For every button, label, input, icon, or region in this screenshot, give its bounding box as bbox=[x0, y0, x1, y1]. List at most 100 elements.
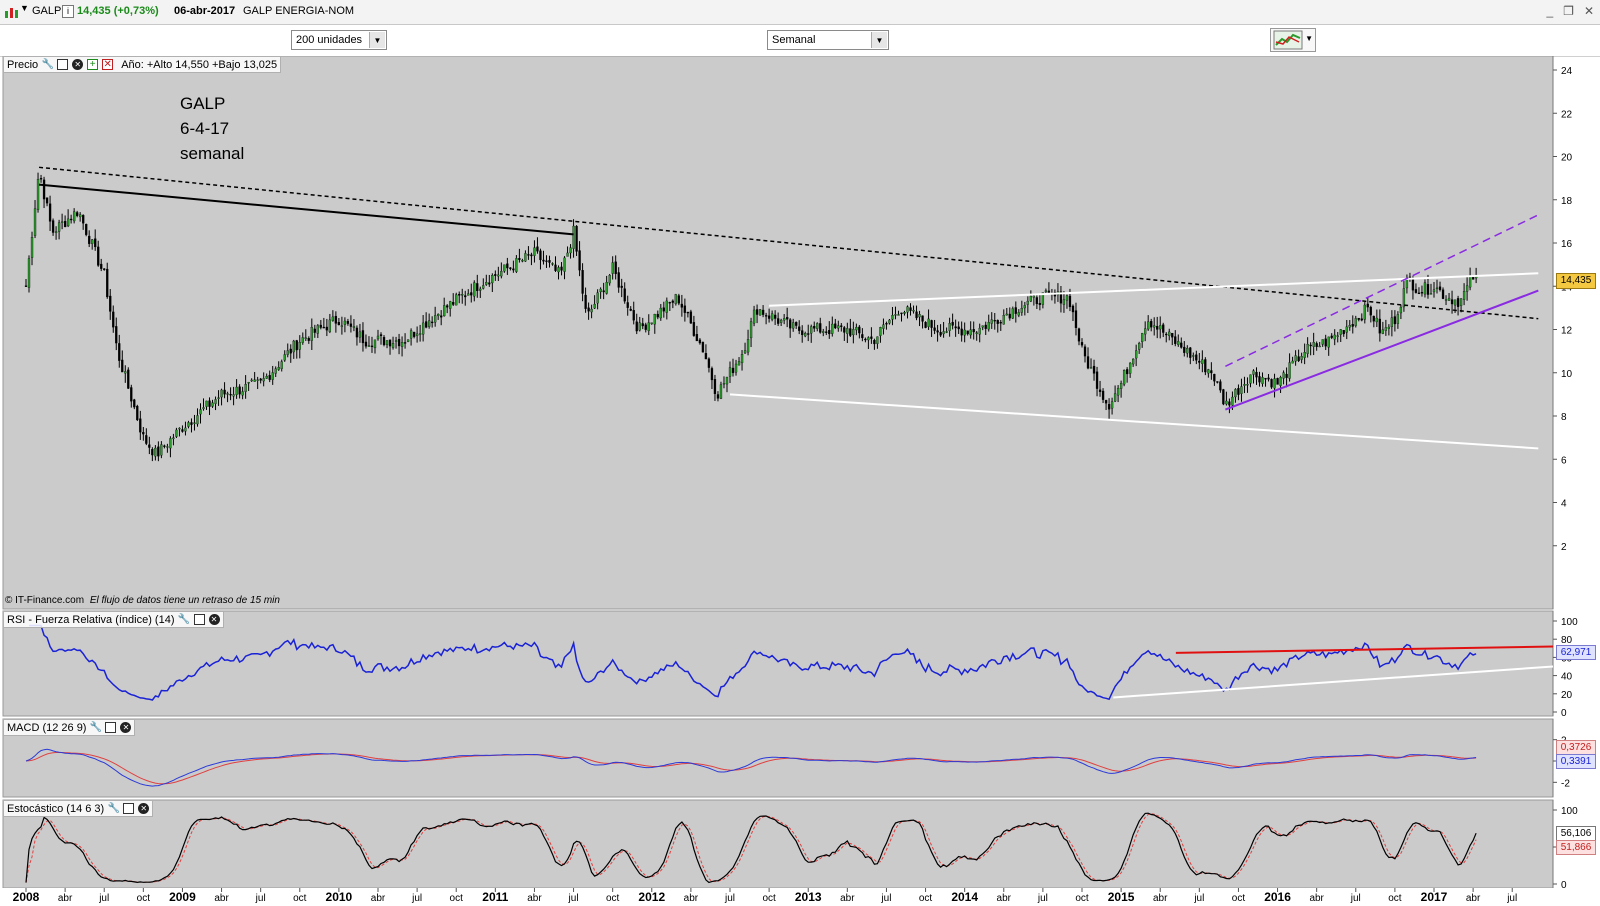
price-candle-body bbox=[746, 339, 750, 353]
window-icon[interactable] bbox=[105, 722, 117, 733]
close-circle-icon[interactable]: ✕ bbox=[120, 722, 132, 733]
price-candle-body bbox=[855, 327, 858, 331]
price-candle-body bbox=[82, 215, 85, 224]
price-candle-body bbox=[298, 341, 301, 350]
wrench-icon[interactable]: 🔧 bbox=[41, 58, 54, 70]
price-candle-body bbox=[343, 320, 347, 325]
price-candle-body bbox=[521, 260, 524, 262]
price-candle-body bbox=[1125, 369, 1129, 375]
x-tick-label: 2015 bbox=[1108, 890, 1135, 904]
price-candle-body bbox=[100, 263, 103, 269]
units-select[interactable]: 200 unidades ▼ bbox=[291, 30, 387, 50]
price-candle-body bbox=[789, 319, 792, 329]
minimize-button[interactable]: _ bbox=[1546, 4, 1554, 18]
price-candle-body bbox=[1128, 362, 1132, 374]
price-candle-body bbox=[382, 337, 386, 346]
chart-icon[interactable] bbox=[4, 5, 20, 22]
copy-icon[interactable]: + bbox=[87, 59, 99, 70]
wrench-icon[interactable]: 🔧 bbox=[177, 613, 191, 625]
price-candle-body bbox=[271, 372, 274, 380]
price-candle-body bbox=[1393, 316, 1397, 325]
restore-button[interactable]: ❐ bbox=[1563, 4, 1574, 18]
price-candle-body bbox=[54, 231, 58, 233]
close-circle-icon[interactable]: ✕ bbox=[72, 59, 84, 70]
price-candle-body bbox=[268, 375, 271, 380]
price-candle-body bbox=[1098, 389, 1102, 393]
price-candle-body bbox=[337, 322, 341, 326]
price-candle-body bbox=[933, 327, 936, 331]
rsi-tick-label: 80 bbox=[1561, 635, 1573, 646]
chevron-down-icon[interactable]: ▼ bbox=[20, 3, 29, 13]
price-candle-body bbox=[1168, 331, 1171, 336]
price-candle-body bbox=[861, 334, 864, 339]
wrench-icon[interactable]: 🔧 bbox=[107, 802, 120, 814]
price-candle-body bbox=[713, 379, 717, 395]
price-candle-body bbox=[479, 288, 482, 291]
close-circle-icon[interactable]: ✕ bbox=[208, 614, 220, 625]
chart-toolbar: 200 unidades ▼ Semanal ▼ ▼ bbox=[0, 25, 1600, 57]
price-candle-body bbox=[1240, 386, 1243, 394]
price-candle-body bbox=[1101, 390, 1105, 400]
price-candle-body bbox=[795, 322, 798, 326]
price-candle-body bbox=[307, 338, 310, 341]
price-candle-body bbox=[629, 308, 632, 311]
price-candle-body bbox=[33, 208, 37, 236]
price-candle-body bbox=[542, 259, 545, 262]
price-candle-body bbox=[51, 220, 55, 233]
x-tick-label: jul bbox=[1193, 893, 1204, 904]
price-candle-body bbox=[1387, 326, 1391, 329]
x-tick-label: jul bbox=[98, 893, 109, 904]
delete-icon[interactable]: ✕ bbox=[102, 58, 114, 70]
price-candle-body bbox=[879, 327, 882, 336]
price-candle-body bbox=[584, 294, 587, 309]
close-button[interactable]: ✕ bbox=[1583, 4, 1594, 18]
wrench-icon[interactable]: 🔧 bbox=[89, 721, 103, 733]
price-candle-body bbox=[1029, 295, 1033, 302]
price-candle-body bbox=[464, 295, 467, 298]
price-candle-body bbox=[205, 400, 208, 407]
price-candle-body bbox=[1315, 343, 1318, 347]
price-candle-body bbox=[1366, 303, 1369, 308]
info-icon[interactable]: i bbox=[62, 5, 74, 18]
price-candle-body bbox=[915, 311, 918, 319]
price-candle-body bbox=[743, 350, 747, 354]
rsi-value-tag: 62,971 bbox=[1556, 645, 1596, 660]
price-candle-body bbox=[1474, 276, 1478, 279]
chart-tool-button[interactable]: ▼ bbox=[1270, 28, 1316, 52]
price-candle-body bbox=[644, 324, 647, 330]
price-candle-body bbox=[1062, 299, 1066, 305]
macd-tick-label: -2 bbox=[1561, 778, 1570, 789]
price-candle-body bbox=[394, 340, 398, 342]
price-candle-body bbox=[45, 197, 49, 204]
price-candle-body bbox=[689, 311, 693, 324]
period-select[interactable]: Semanal ▼ bbox=[767, 30, 889, 50]
price-candle-body bbox=[885, 323, 888, 325]
price-candle-body bbox=[807, 333, 810, 335]
window-icon[interactable] bbox=[123, 803, 135, 814]
price-candle-body bbox=[274, 368, 277, 374]
x-tick-label: 2009 bbox=[169, 890, 196, 904]
price-candle-body bbox=[1291, 360, 1294, 364]
price-candle-body bbox=[127, 369, 130, 389]
price-candle-body bbox=[202, 407, 205, 410]
chart-area[interactable]: 2422201816141210864210080604020020-21005… bbox=[0, 56, 1600, 906]
price-candle-body bbox=[316, 325, 319, 334]
symbol-label: GALP bbox=[32, 5, 62, 17]
price-candle-body bbox=[400, 342, 404, 347]
price-candle-body bbox=[1113, 393, 1117, 402]
price-candle-body bbox=[277, 367, 280, 370]
price-candle-body bbox=[999, 322, 1002, 324]
trendline bbox=[38, 166, 1539, 320]
close-circle-icon[interactable]: ✕ bbox=[138, 803, 150, 814]
price-candle-body bbox=[467, 293, 470, 296]
price-candle-body bbox=[1282, 372, 1285, 379]
price-candle-body bbox=[211, 402, 214, 407]
price-candle-body bbox=[196, 415, 199, 425]
stoch-k-line bbox=[25, 812, 1477, 884]
price-candle-body bbox=[409, 330, 413, 339]
window-icon[interactable] bbox=[57, 59, 69, 70]
price-tick-label: 2 bbox=[1561, 542, 1567, 553]
window-icon[interactable] bbox=[193, 614, 205, 625]
annotation-symbol: GALP bbox=[180, 94, 226, 113]
price-candle-body bbox=[1047, 290, 1051, 293]
